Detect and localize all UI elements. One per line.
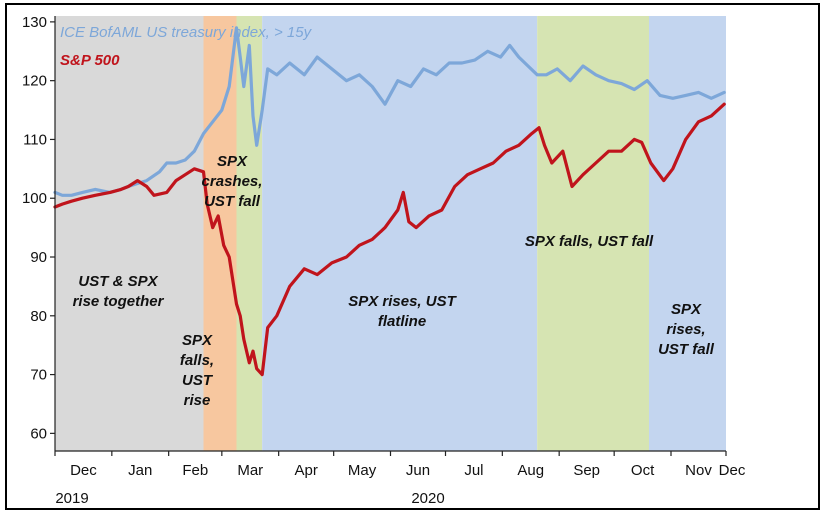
series-line-0 (53, 26, 726, 197)
axes: 60 70 80 90 100 110 120 130 Dec Jan Feb Mar Apr May Ju… (22, 14, 746, 507)
x-tick-label-6: Jun (406, 462, 430, 479)
period-annotation-0: UST & SPX rise together (73, 273, 165, 310)
x-tick-label-5: May (348, 462, 377, 479)
x-tick-label-10: Oct (631, 462, 655, 479)
y-tick-label-2: 80 (30, 308, 47, 325)
y-tick-label-6: 120 (22, 73, 47, 90)
period-annotation-4: SPX falls, UST fall (525, 233, 654, 250)
x-tick-label-7: Jul (464, 462, 483, 479)
shaded-period-0 (55, 16, 204, 451)
series-lines (53, 26, 726, 377)
shaded-periods (55, 16, 726, 451)
x-tick-label-4: Apr (294, 462, 317, 479)
period-annotation-1: SPX falls, UST rise (180, 332, 214, 409)
legend-entry-0: ICE BofAML US treasury index, > 15y (60, 24, 313, 41)
legend-entry-1: S&P 500 (60, 52, 120, 69)
y-tick-label-5: 110 (23, 131, 47, 148)
period-annotations: UST & SPX rise together SPX falls, UST rise SP… (73, 153, 715, 409)
series-line-1 (53, 102, 726, 377)
y-tick-label-7: 130 (22, 14, 47, 31)
x-tick-label-2: Feb (182, 462, 208, 479)
x-tick-label-0: Dec (70, 462, 97, 479)
x-tick-label-11: Nov (685, 462, 712, 479)
year-label-0: 2019 (55, 490, 88, 507)
year-label-1: 2020 (411, 490, 444, 507)
legend: ICE BofAML US treasury index, > 15y S&P 5… (60, 24, 313, 69)
y-tick-label-1: 70 (30, 367, 47, 384)
x-tick-label-3: Mar (237, 462, 263, 479)
period-annotation-5: SPX rises, UST fall (658, 301, 715, 358)
period-annotation-2: SPX crashes, UST fall (202, 153, 263, 210)
x-tick-label-12: Dec (719, 462, 746, 479)
shaded-period-3 (262, 16, 538, 451)
x-tick-label-8: Aug (517, 462, 544, 479)
shaded-period-5 (649, 16, 726, 451)
y-tick-label-4: 100 (22, 190, 47, 207)
y-tick-label-0: 60 (30, 425, 47, 442)
x-tick-label-9: Sep (573, 462, 600, 479)
period-annotation-3: SPX rises, UST flatline (348, 293, 457, 330)
y-tick-label-3: 90 (30, 249, 47, 266)
x-tick-label-1: Jan (128, 462, 152, 479)
shaded-period-2 (236, 16, 263, 451)
